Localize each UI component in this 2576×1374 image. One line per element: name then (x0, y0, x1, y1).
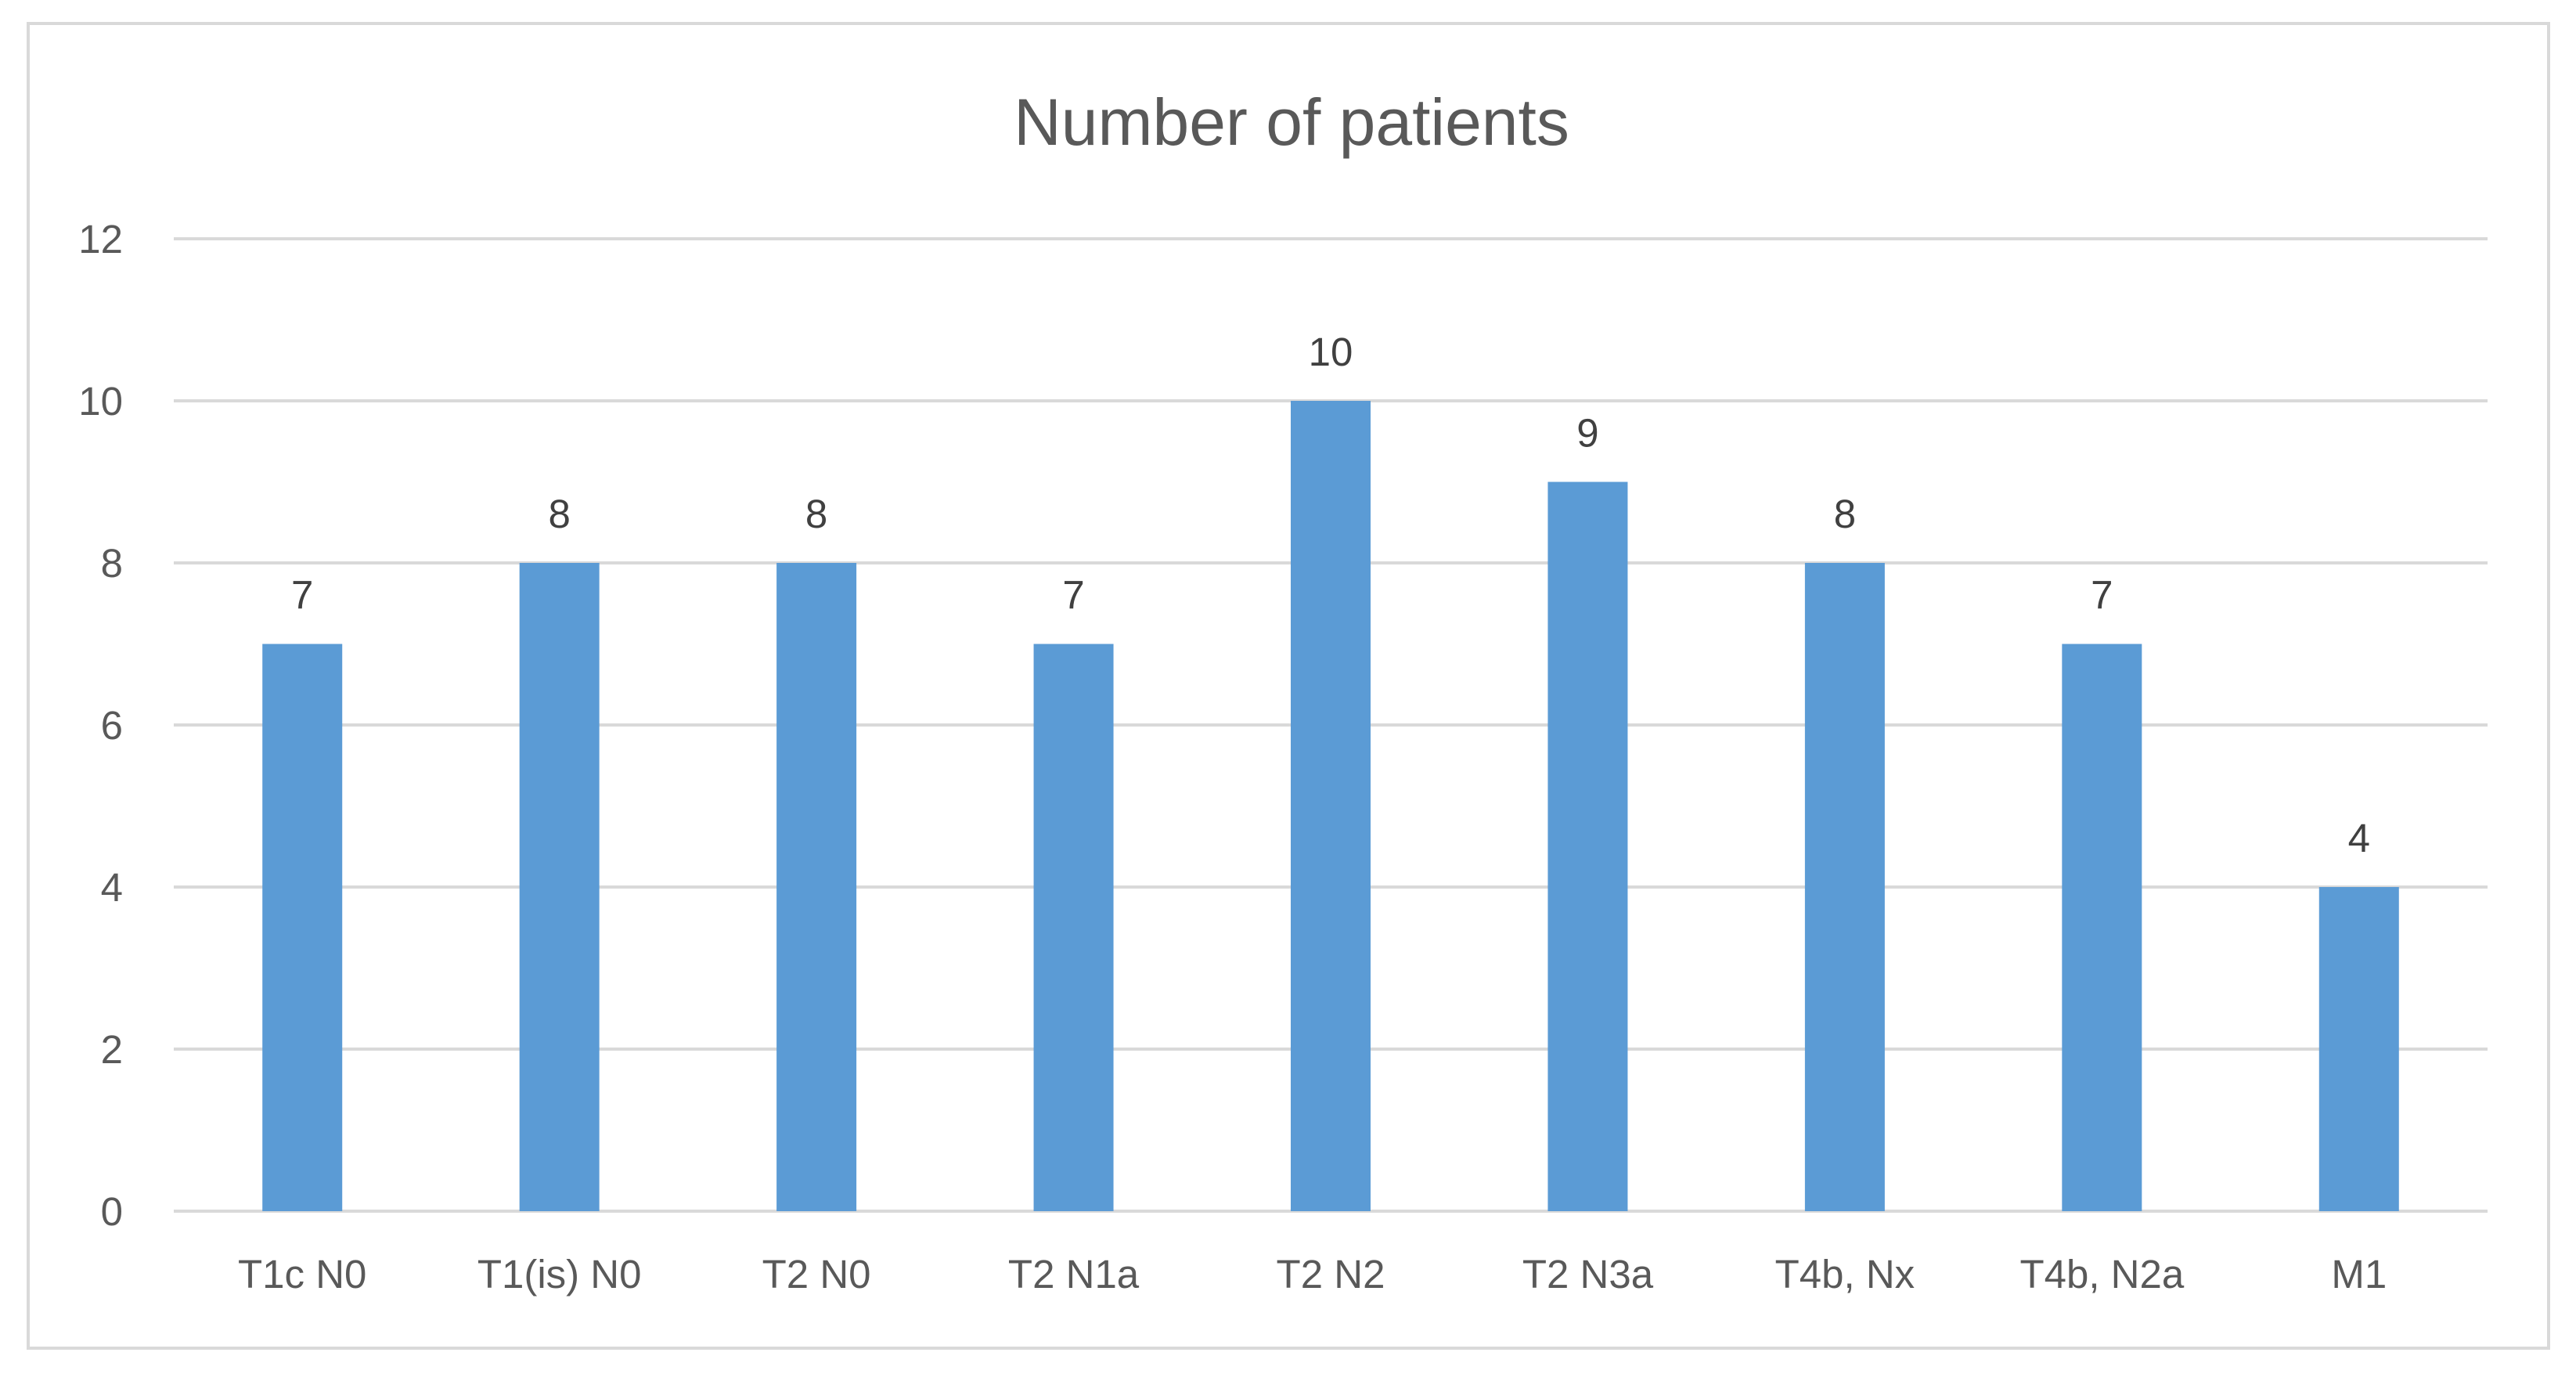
x-tick-label: T2 N1a (1008, 1252, 1140, 1296)
y-tick-label: 8 (101, 541, 123, 586)
bar (776, 563, 857, 1211)
bars (262, 401, 2399, 1211)
y-tick-label: 2 (101, 1027, 123, 1072)
chart-border (27, 22, 2550, 1350)
y-tick-label: 6 (101, 703, 123, 748)
bar (2062, 644, 2142, 1211)
data-label: 8 (1834, 492, 1856, 536)
y-tick-label: 0 (101, 1189, 123, 1234)
data-label: 7 (1062, 573, 1084, 618)
data-label: 4 (2348, 816, 2370, 860)
bar (1291, 401, 1371, 1211)
y-axis-ticks: 0 2 4 6 8 10 12 (78, 217, 123, 1234)
bar (1804, 563, 1885, 1211)
x-axis-ticks: T1c N0 T1(is) N0 T2 N0 T2 N1a T2 N2 T2 N3a T4b… (238, 1252, 2387, 1296)
x-tick-label: T1(is) N0 (477, 1252, 642, 1296)
y-tick-label: 12 (78, 217, 123, 261)
x-tick-label: T2 N0 (762, 1252, 871, 1296)
x-tick-label: M1 (2331, 1252, 2387, 1296)
x-tick-label: T4b, Nx (1775, 1252, 1915, 1296)
data-label: 9 (1576, 411, 1598, 456)
x-tick-label: T4b, N2a (2019, 1252, 2184, 1296)
chart-title: Number of patients (1014, 85, 1569, 159)
data-label: 7 (291, 573, 313, 618)
y-tick-label: 4 (101, 865, 123, 910)
data-label: 10 (1309, 330, 1353, 374)
bar (262, 644, 343, 1211)
x-tick-label: T1c N0 (238, 1252, 366, 1296)
data-label: 7 (2091, 573, 2113, 618)
x-tick-label: T2 N2 (1277, 1252, 1385, 1296)
bar (2318, 887, 2399, 1211)
bar (519, 563, 600, 1211)
data-labels: 7 8 8 7 10 9 8 7 4 (291, 330, 2370, 860)
y-tick-label: 10 (78, 379, 123, 424)
bar (1547, 481, 1628, 1211)
data-label: 8 (548, 492, 570, 536)
data-label: 8 (805, 492, 827, 536)
bar (1033, 644, 1114, 1211)
x-tick-label: T2 N3a (1522, 1252, 1654, 1296)
